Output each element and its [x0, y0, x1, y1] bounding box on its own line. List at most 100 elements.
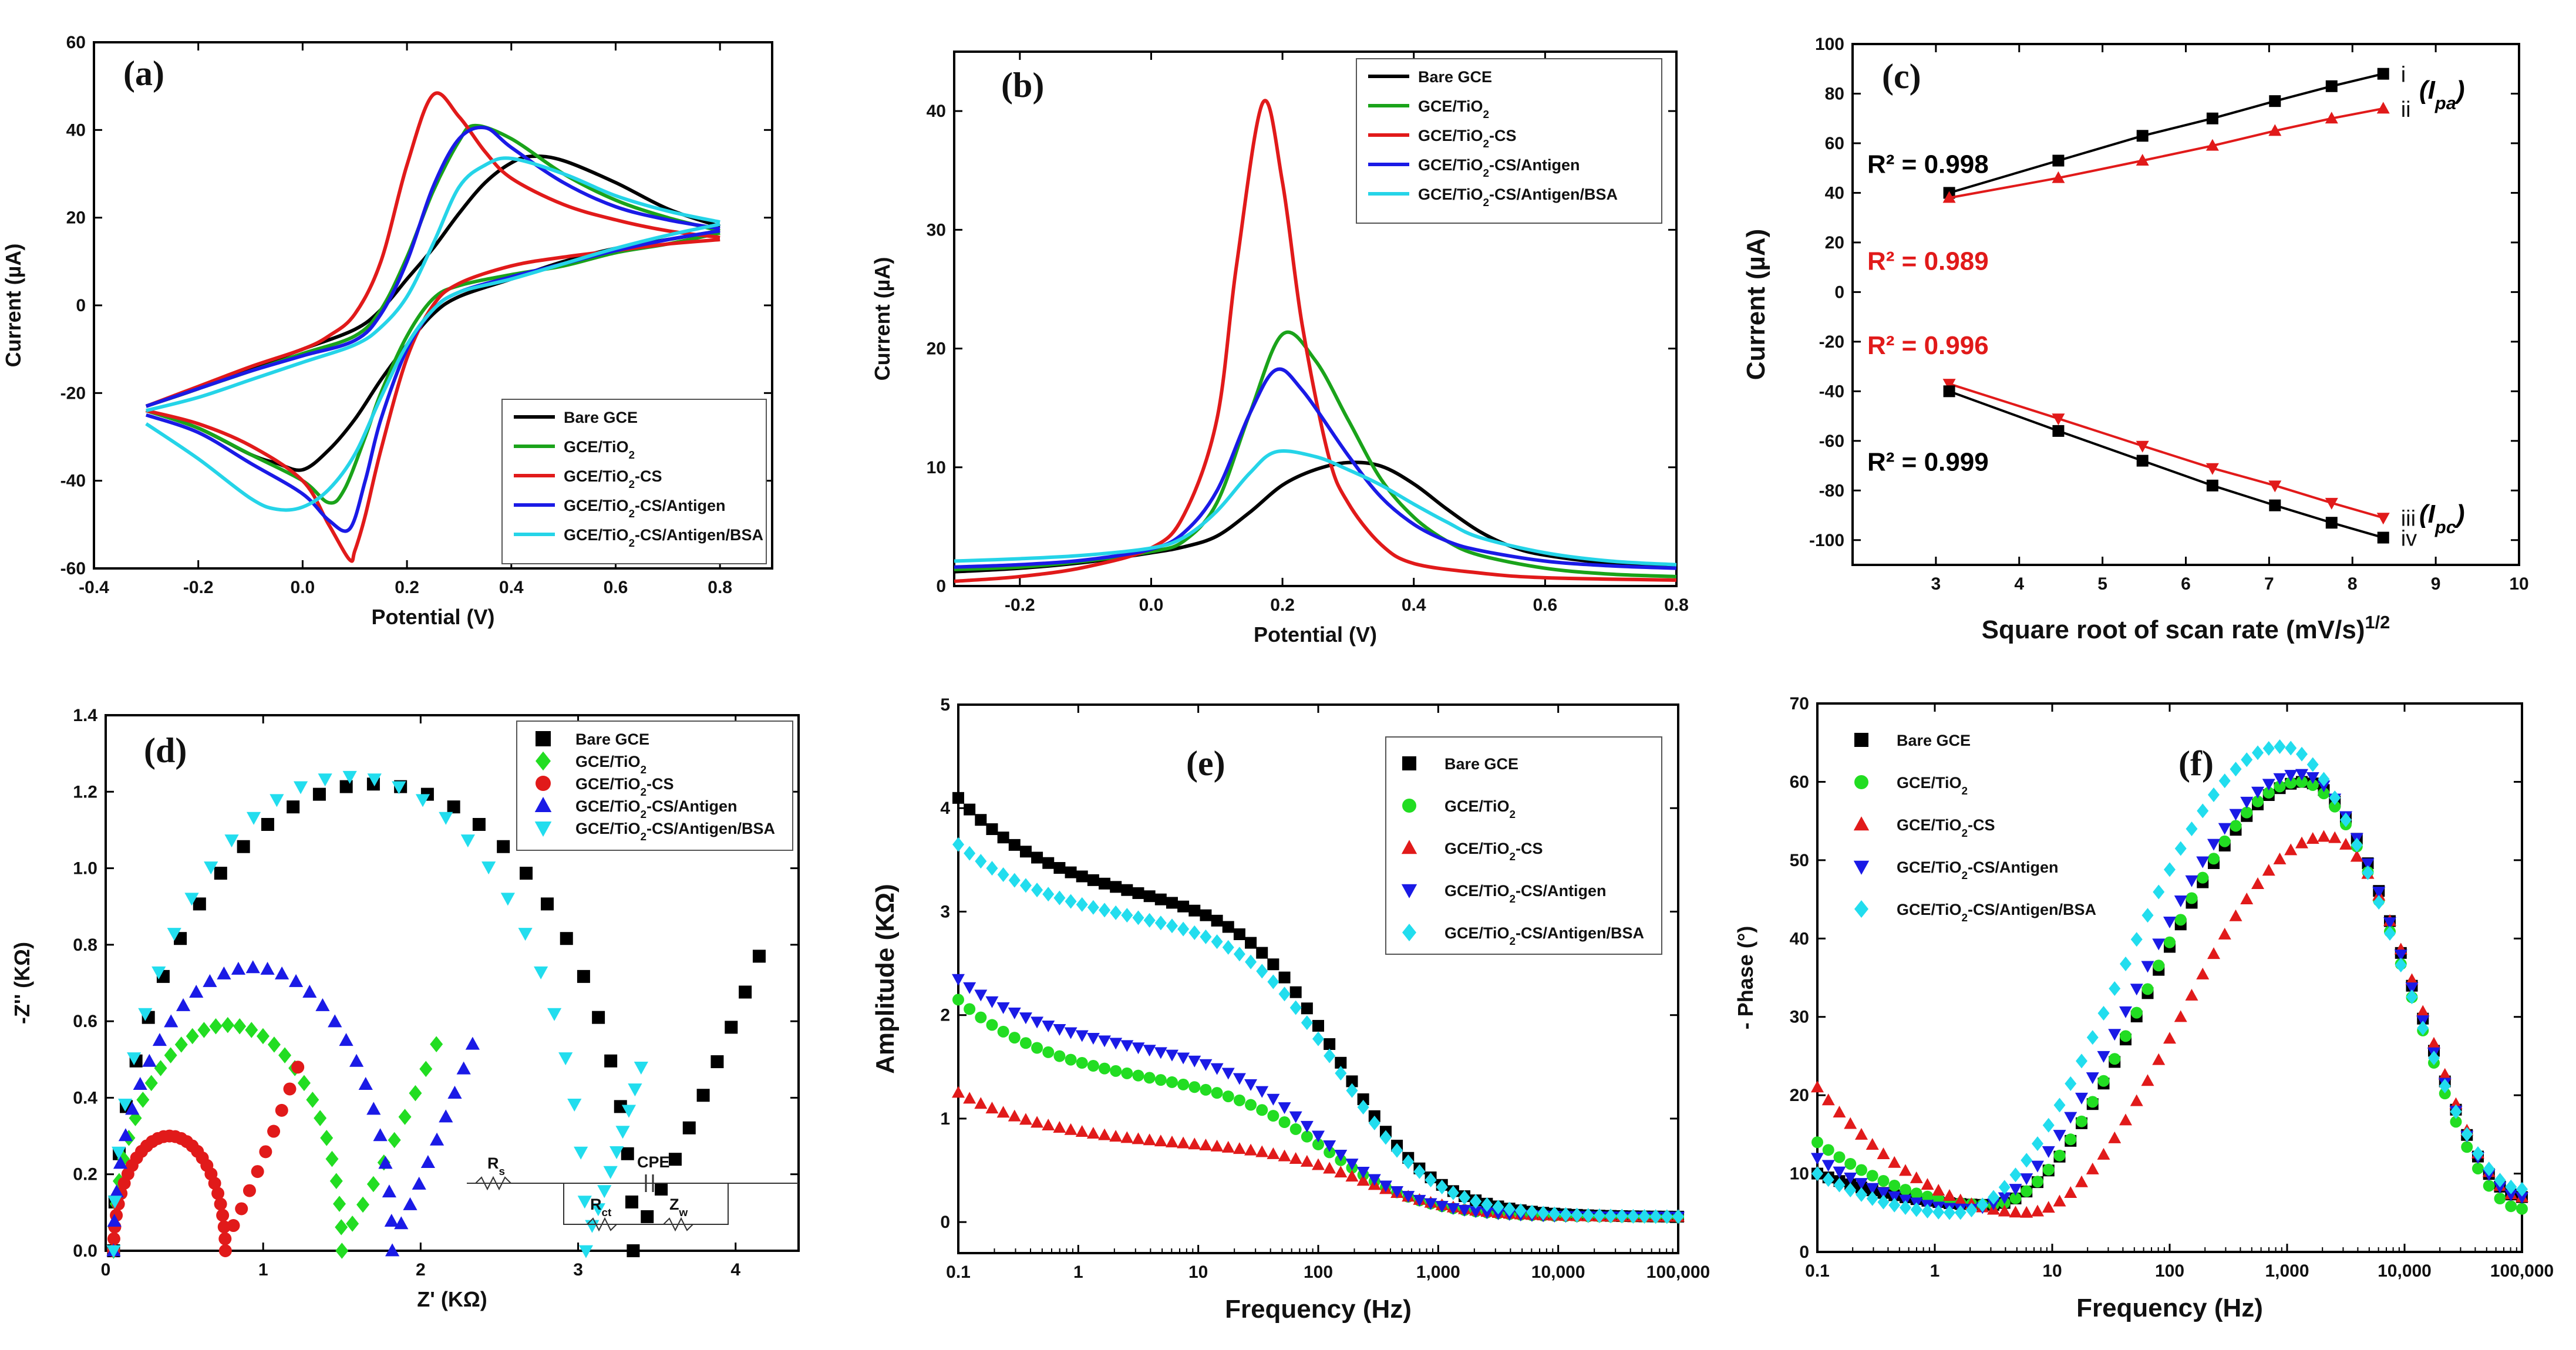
data-point	[274, 966, 289, 979]
data-point	[2097, 1051, 2110, 1063]
data-point	[2306, 831, 2319, 844]
data-point	[2164, 936, 2176, 948]
data-point	[2086, 1072, 2099, 1085]
y-axis-label: Amplitude (KΩ)	[871, 884, 900, 1074]
data-point	[1888, 1191, 1901, 1203]
x-tick-label: 0.4	[1402, 595, 1426, 615]
data-point	[356, 1196, 370, 1213]
data-point	[2076, 1115, 2087, 1127]
legend-entry-label: GCE/TiO2	[575, 753, 646, 776]
data-point	[2065, 1133, 2077, 1146]
data-point	[378, 1156, 393, 1169]
data-point	[1856, 1164, 1867, 1176]
x-tick-label: 0.2	[395, 578, 419, 597]
data-point	[1087, 1060, 1099, 1072]
data-point	[2262, 786, 2275, 799]
r2-annotation: R² = 0.989	[1867, 247, 1989, 275]
data-point	[1210, 1063, 1224, 1075]
x-tick-label: -0.2	[183, 578, 214, 597]
data-point	[1811, 1080, 1824, 1093]
y-tick-label: -20	[60, 383, 86, 403]
data-point	[1866, 1138, 1879, 1150]
data-point	[2325, 112, 2338, 124]
data-point	[1649, 1209, 1662, 1224]
y-tick-label: 60	[1790, 772, 1809, 792]
data-point	[315, 998, 330, 1011]
data-point	[996, 1106, 1010, 1118]
data-point	[1435, 1201, 1449, 1213]
data-point	[2153, 960, 2165, 972]
data-point	[211, 1187, 225, 1200]
data-point	[1256, 964, 1268, 979]
data-point	[1458, 1204, 1471, 1217]
data-point	[2031, 1204, 2044, 1217]
data-point	[1233, 947, 1245, 962]
legend-marker	[536, 776, 551, 791]
data-point	[1177, 1136, 1190, 1149]
data-point	[112, 1146, 126, 1160]
data-point	[1877, 1187, 1890, 1200]
data-point	[1514, 1203, 1527, 1218]
fit-line	[1949, 72, 2384, 194]
x-tick-label: 1,000	[2265, 1261, 2309, 1281]
data-point	[2052, 413, 2065, 426]
x-tick-label: 1	[258, 1260, 268, 1280]
panel-d: 0 1 2 3 4 0.0 0.2 0.4 0.6 0.8 1.0 1.2 1.4 Z' (KΩ) -Z''…	[10, 706, 800, 1311]
y-tick-label: 0.2	[73, 1165, 97, 1184]
data-point	[2136, 154, 2149, 166]
data-point	[1822, 1144, 1834, 1156]
y-tick-label: -20	[1819, 332, 1844, 352]
data-point	[1346, 1083, 1358, 1098]
y-axis-label: Current (µA)	[870, 257, 894, 381]
data-point	[1188, 1055, 1201, 1068]
legend-marker	[1401, 884, 1417, 898]
data-point	[1256, 947, 1268, 959]
r2-annotation: R² = 0.996	[1867, 331, 1989, 360]
y-tick-label: 3	[940, 902, 950, 921]
data-point	[1008, 1109, 1021, 1122]
data-point	[481, 861, 496, 875]
y-axis-label: -Z'' (KΩ)	[10, 942, 34, 1024]
series-id-label: iv	[2401, 527, 2417, 551]
ipc-label: (Ipc)	[2419, 500, 2465, 537]
data-point	[2152, 938, 2166, 951]
x-axis-label: Frequency (Hz)	[1225, 1295, 1412, 1324]
fit-line	[1948, 390, 2384, 539]
data-point	[420, 1155, 435, 1169]
data-point	[1076, 897, 1088, 912]
data-point	[245, 1022, 258, 1038]
data-point	[1526, 1204, 1538, 1220]
data-point	[963, 982, 976, 994]
data-point	[342, 770, 357, 784]
data-point	[297, 1075, 311, 1092]
legend-marker	[534, 821, 552, 837]
data-point	[1379, 1130, 1392, 1145]
data-point	[1866, 1170, 1878, 1182]
data-point	[2163, 1032, 2176, 1044]
data-point	[1888, 1197, 1901, 1213]
y-tick-label: 1.0	[73, 859, 97, 878]
data-point	[1616, 1208, 1628, 1224]
data-point	[2163, 917, 2176, 929]
data-point	[2052, 171, 2065, 183]
data-point	[2274, 739, 2286, 754]
data-point	[2439, 1088, 2451, 1100]
data-point	[2130, 932, 2143, 947]
data-point	[1019, 846, 1032, 858]
series-forward-sweep	[145, 123, 720, 408]
data-point	[2325, 517, 2338, 529]
data-point	[1076, 870, 1088, 883]
series-reverse-sweep	[145, 231, 720, 505]
data-point	[2053, 1097, 2066, 1113]
data-point	[1593, 1208, 1605, 1223]
data-point	[1289, 1152, 1302, 1164]
data-point	[2377, 68, 2389, 80]
data-point	[2350, 850, 2363, 862]
data-point	[614, 1100, 627, 1113]
data-point	[127, 1052, 142, 1066]
data-point	[2325, 497, 2338, 510]
data-point	[1932, 1204, 1945, 1220]
data-point	[2296, 746, 2308, 762]
y-tick-label: 0.4	[73, 1088, 97, 1107]
data-point	[1672, 1209, 1684, 1224]
